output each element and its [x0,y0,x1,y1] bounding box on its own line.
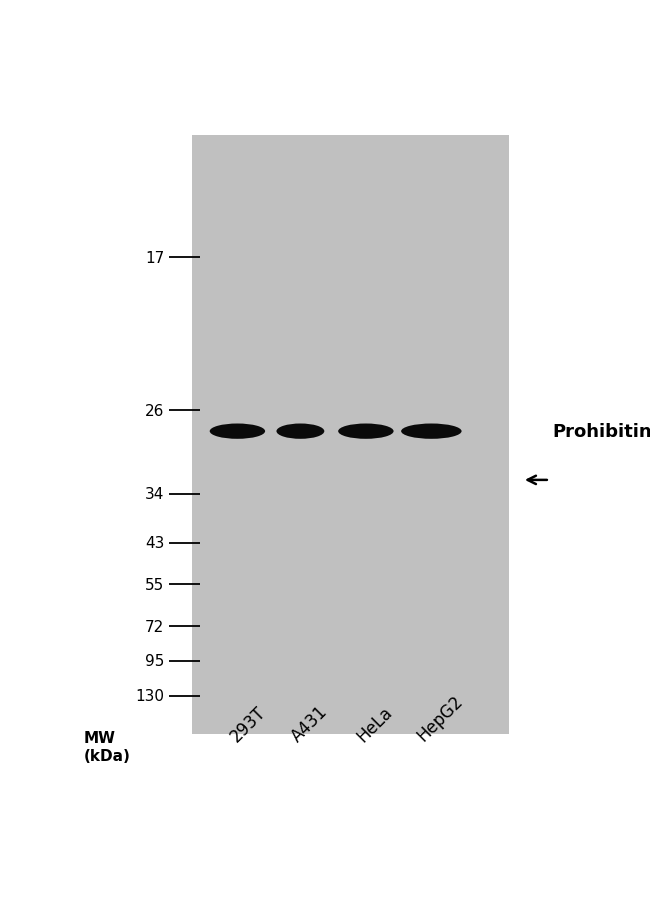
Text: 55: 55 [145,577,164,592]
Text: 95: 95 [145,654,164,668]
Text: 34: 34 [145,487,164,502]
Ellipse shape [276,424,324,440]
Text: Prohibitin: Prohibitin [552,423,650,441]
Ellipse shape [338,424,393,440]
Text: 26: 26 [145,404,164,418]
Text: 130: 130 [135,688,164,703]
Bar [192,136,510,734]
Text: A431: A431 [288,702,331,745]
Text: MW
(kDa): MW (kDa) [84,731,131,763]
Text: 43: 43 [145,535,164,551]
Text: 293T: 293T [227,703,270,745]
Text: HepG2: HepG2 [413,692,467,745]
Ellipse shape [210,424,265,440]
Text: 72: 72 [145,619,164,634]
Ellipse shape [401,424,462,440]
Text: HeLa: HeLa [353,703,396,745]
Text: 17: 17 [145,250,164,265]
